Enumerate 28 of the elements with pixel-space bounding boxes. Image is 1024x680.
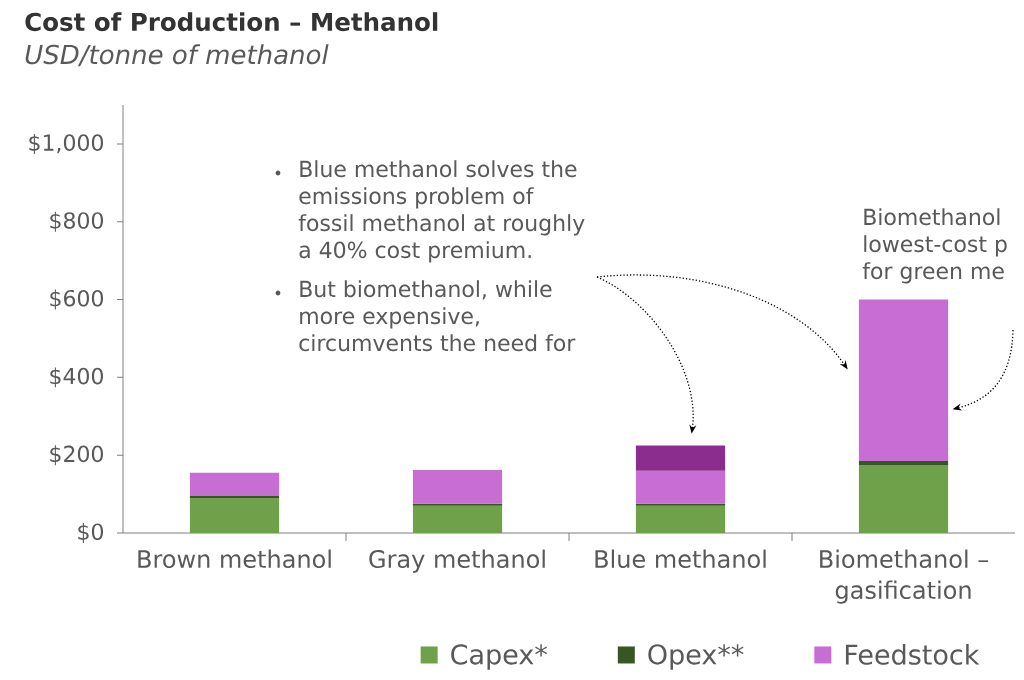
- y-tick-label: $800: [50, 211, 103, 232]
- bar: [635, 445, 726, 471]
- x-tick-label: Gray methanol: [369, 549, 545, 573]
- annotation: But biomethanol, while more expensive, circumvents the need for: [299, 280, 576, 352]
- y-tick-label: $200: [50, 445, 103, 466]
- annotation: Biomethanol lowest-cost p for green me: [862, 208, 1007, 284]
- bar: [189, 472, 280, 497]
- chart-title: Cost of Production – Methanol: [25, 12, 438, 32]
- y-tick-label: $600: [50, 289, 103, 310]
- y-tick-label: $1,000: [29, 133, 103, 154]
- x-tick-label: Brown methanol: [138, 549, 331, 569]
- x-tick-label: Biomethanol – gasification: [820, 549, 989, 604]
- x-tick-label: Blue methanol: [595, 549, 766, 569]
- legend-label: Opex**: [648, 644, 744, 670]
- annotation: Blue methanol solves the emissions problem of fossil methanol at roughly a 40% cost premium.: [298, 160, 585, 263]
- bar: [858, 464, 949, 533]
- bar: [412, 505, 503, 533]
- bar: [189, 497, 280, 533]
- legend-label: Feedstock: [845, 643, 980, 665]
- bar: [635, 505, 726, 533]
- bar: [858, 299, 949, 462]
- legend-label: Capex*: [451, 644, 548, 670]
- chart-subtitle: USD/tonne of methanol: [25, 44, 329, 67]
- bar: [412, 469, 503, 504]
- bar: [635, 470, 726, 504]
- y-tick-label: $0: [78, 523, 103, 543]
- bar: [858, 461, 949, 465]
- y-tick-label: $400: [50, 367, 103, 388]
